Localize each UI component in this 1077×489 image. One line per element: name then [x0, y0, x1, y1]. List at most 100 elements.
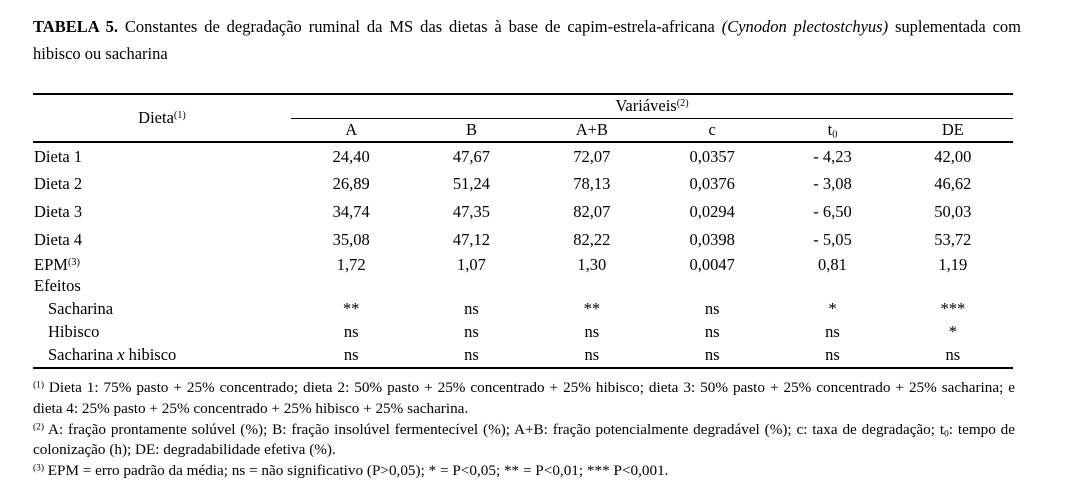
table-caption-text-end: suplementada com hibisco ou sacharina — [33, 17, 1021, 63]
cell: 72,07 — [573, 146, 611, 166]
row-label: Dieta 1 — [34, 146, 83, 166]
table-header-row-sub: A B A+B c t0 DE — [33, 118, 1013, 143]
cell — [411, 276, 531, 296]
table-header-row-top: Dieta(1) Variáveis(2) — [33, 94, 1013, 143]
footnote-3-text: EPM = erro padrão da média; ns = não sig… — [43, 462, 669, 480]
row-label: EPM(3) — [34, 255, 80, 274]
footnote-1-marker: (1) — [33, 380, 44, 391]
row-label: Sacharina x hibisco — [33, 342, 291, 369]
cell: 0,0294 — [689, 202, 735, 221]
cell: ns — [704, 322, 720, 341]
cell: 53,72 — [934, 230, 972, 249]
cell: - 6,50 — [813, 202, 852, 221]
cell: 82,22 — [573, 230, 611, 249]
column-header-a: A — [291, 118, 412, 143]
footnote-2: (2) A: fração prontamente solúvel (%); B… — [33, 420, 1015, 462]
row-label: Sacharina — [48, 299, 114, 318]
cell: ** — [583, 299, 601, 318]
column-header-dieta: Dieta(1) — [33, 94, 291, 143]
cell: 82,07 — [573, 202, 611, 221]
cell: ns — [772, 342, 893, 369]
table-row-hibisco: Hibisco ns ns ns ns ns * — [33, 322, 1013, 342]
table-caption-number: TABELA 5. — [33, 17, 118, 36]
cell: 0,0376 — [689, 174, 735, 193]
row-label: Dieta 2 — [34, 174, 83, 193]
footnote-2-subscript: 0 — [944, 428, 949, 439]
data-table: Dieta(1) Variáveis(2) A B A+B c t0 DE Di… — [33, 93, 1013, 369]
column-header-c: c — [651, 118, 773, 143]
cell: 0,81 — [818, 255, 847, 274]
column-header-t0: t0 — [772, 118, 893, 143]
table-footnotes: (1) Dieta 1: 75% pasto + 25% concentrado… — [33, 378, 1015, 482]
table-row-sacharina: Sacharina ** ns ** ns * *** — [33, 296, 1013, 322]
cell: ns — [411, 342, 532, 369]
cell — [893, 276, 1013, 296]
table-row-dieta-4: Dieta 4 35,08 47,12 82,22 0,0398 - 5,05 … — [33, 226, 1013, 254]
cell — [772, 276, 892, 296]
row-label: Hibisco — [48, 322, 100, 341]
cell: * — [828, 299, 837, 318]
column-header-b: B — [411, 118, 532, 143]
cell: 35,08 — [332, 230, 370, 249]
row-label: Dieta 3 — [34, 202, 83, 221]
cell: *** — [940, 299, 966, 318]
cell: 1,07 — [457, 255, 486, 274]
cell: ns — [531, 342, 652, 369]
cell: ns — [892, 342, 1013, 369]
cell: 50,03 — [934, 202, 972, 221]
cell: 24,40 — [332, 146, 370, 166]
cell: 42,00 — [934, 146, 972, 166]
cell: 47,35 — [452, 202, 491, 221]
cell — [291, 276, 411, 296]
footnote-1: (1) Dieta 1: 75% pasto + 25% concentrado… — [33, 378, 1015, 420]
footnote-3: (3) EPM = erro padrão da média; ns = não… — [33, 461, 1015, 482]
cell: ns — [464, 299, 479, 318]
table-body: Dieta 1 24,40 47,67 72,07 0,0357 - 4,23 … — [33, 142, 1013, 369]
table-row-dieta-2: Dieta 2 26,89 51,24 78,13 0,0376 - 3,08 … — [33, 170, 1013, 198]
table-row-epm: EPM(3) 1,72 1,07 1,30 0,0047 0,81 1,19 — [33, 254, 1013, 276]
cell: 47,67 — [452, 146, 491, 166]
table-row-dieta-1: Dieta 1 24,40 47,67 72,07 0,0357 - 4,23 … — [33, 142, 1013, 170]
table-caption: TABELA 5. Constantes de degradação rumin… — [33, 13, 1021, 67]
cell: ns — [291, 342, 412, 369]
cell: 0,0047 — [689, 255, 735, 274]
species-name: (Cynodon plectostchyus) — [721, 17, 889, 36]
cell: ns — [825, 322, 840, 341]
footnote-ref-3: (3) — [67, 256, 80, 268]
cell: 34,74 — [332, 202, 370, 221]
footnote-2-text: A: fração prontamente solúvel (%); B: fr… — [43, 420, 945, 438]
footnote-2-text-end: : tempo de colonização (h); DE: degradab… — [33, 420, 1016, 459]
footnote-ref-2: (2) — [676, 98, 689, 110]
table-header: Dieta(1) Variáveis(2) A B A+B c t0 DE — [33, 94, 1013, 143]
cell: 0,0398 — [689, 230, 735, 249]
cell: 1,19 — [938, 255, 968, 274]
cell: 47,12 — [452, 230, 491, 249]
footnote-ref-1: (1) — [173, 109, 186, 121]
cell: - 3,08 — [813, 174, 852, 193]
cell: ns — [584, 322, 600, 341]
footnote-2-marker: (2) — [33, 421, 44, 432]
cell: 1,72 — [336, 255, 366, 274]
cell: ns — [343, 322, 359, 341]
row-label: Dieta 4 — [34, 230, 83, 249]
cell: ns — [704, 299, 720, 318]
table-row-efeitos: Efeitos — [33, 276, 1013, 296]
table-caption-text: Constantes de degradação ruminal da MS d… — [118, 17, 722, 36]
cell: ** — [342, 299, 360, 318]
footnote-3-marker: (3) — [33, 463, 44, 474]
column-header-a-plus-b: A+B — [531, 118, 652, 143]
row-label: Efeitos — [34, 276, 81, 295]
cell: * — [948, 322, 957, 341]
column-header-de: DE — [892, 118, 1013, 143]
cell: ns — [464, 322, 479, 341]
table-block: TABELA 5. Constantes de degradação rumin… — [33, 13, 1021, 482]
cell: 46,62 — [934, 174, 972, 193]
table-row-dieta-3: Dieta 3 34,74 47,35 82,07 0,0294 - 6,50 … — [33, 198, 1013, 226]
column-group-header-variaveis: Variáveis(2) — [291, 94, 1013, 119]
cell: - 5,05 — [813, 230, 852, 249]
cell: 1,30 — [577, 255, 607, 274]
cell: ns — [651, 342, 773, 369]
cell — [532, 276, 652, 296]
cell: - 4,23 — [813, 146, 852, 166]
